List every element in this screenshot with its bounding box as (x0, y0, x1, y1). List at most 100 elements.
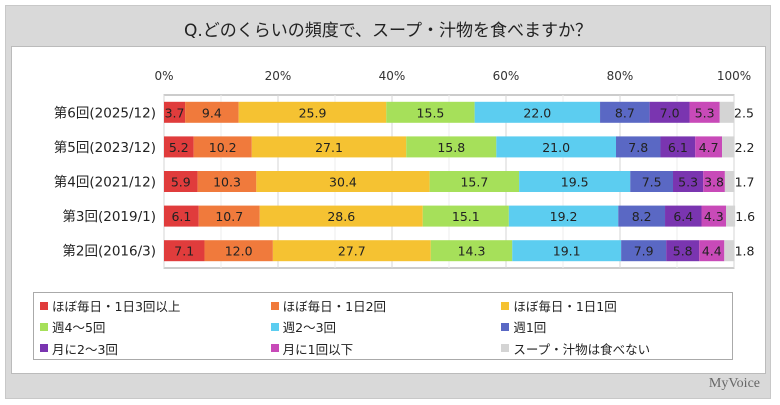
legend-swatch (270, 322, 279, 331)
data-label: 12.0 (225, 244, 253, 259)
data-label: 10.2 (209, 140, 237, 155)
legend-label: 週2～3回 (282, 320, 337, 336)
bar-segment (600, 101, 650, 123)
bar-segment (508, 205, 619, 227)
data-label: 6.1 (668, 140, 688, 155)
data-label: 5.8 (673, 244, 693, 259)
legend-label: スープ・汁物は食べない (513, 341, 651, 357)
bar-segment (719, 101, 734, 123)
x-tick-label: 60% (493, 69, 520, 83)
bar-segment (256, 171, 430, 192)
data-label: 15.8 (437, 140, 465, 155)
legend-swatch (501, 322, 510, 331)
data-label: 1.7 (735, 175, 755, 190)
data-label: 22.0 (523, 105, 551, 120)
legend-swatch (40, 322, 48, 331)
bar-segment (259, 205, 423, 227)
bar-segment (618, 205, 666, 227)
data-label: 15.1 (452, 209, 480, 224)
data-label: 3.7 (165, 105, 185, 120)
bar-segment (164, 101, 186, 123)
data-label: 27.1 (315, 140, 343, 155)
data-label: 7.8 (628, 140, 648, 155)
bar-segment (724, 240, 735, 262)
x-tick-label: 40% (379, 69, 406, 83)
data-label: 7.0 (660, 105, 680, 120)
bar-segment (701, 205, 727, 227)
data-label: 8.7 (615, 105, 635, 120)
data-label: 2.5 (734, 105, 754, 120)
legend-label: ほぼ毎日・1日2回 (282, 299, 387, 314)
data-label: 10.3 (213, 175, 241, 190)
bar-segment (197, 171, 257, 192)
data-label: 19.1 (553, 244, 581, 259)
data-label: 28.6 (327, 209, 355, 224)
legend-label: 月に2～3回 (52, 341, 118, 357)
bar-segment (164, 136, 194, 158)
legend-swatch (40, 301, 48, 310)
bar-segment (272, 240, 431, 262)
data-label: 2.2 (735, 140, 755, 155)
bar-segment (616, 136, 661, 158)
legend-item: ほぼ毎日・1日2回 (270, 295, 502, 316)
data-label: 7.5 (642, 175, 662, 190)
category-label: 第5回(2023/12) (54, 139, 156, 156)
data-label: 19.5 (561, 175, 589, 190)
data-label: 5.3 (695, 105, 715, 120)
legend-swatch (270, 301, 279, 310)
bar-segment (722, 136, 735, 158)
bar-segment (673, 171, 704, 192)
bar-segment (665, 205, 702, 227)
x-tick-label: 0% (154, 69, 173, 83)
legend-item: 週4～5回 (40, 316, 271, 337)
category-label: 第4回(2021/12) (54, 174, 156, 191)
legend-item: 月に2～3回 (40, 338, 271, 359)
data-label: 14.3 (458, 244, 486, 259)
myvoice-logo: MyVoice (708, 376, 760, 391)
legend-swatch (501, 301, 510, 310)
legend-swatch (501, 344, 510, 353)
bar-segment (193, 136, 252, 158)
data-label: 30.4 (329, 175, 357, 190)
legend-item: ほぼ毎日・1日3回以上 (40, 295, 271, 316)
bar-segment (164, 240, 205, 262)
data-label: 15.5 (417, 105, 445, 120)
bar-segment (689, 101, 720, 123)
bar-segment (726, 205, 736, 227)
data-label: 10.7 (215, 209, 243, 224)
legend-item: スープ・汁物は食べない (501, 338, 732, 359)
data-label: 7.9 (634, 244, 654, 259)
bar-segment (660, 136, 696, 158)
bar-segment (406, 136, 497, 158)
bar-segment (386, 101, 475, 123)
data-label: 1.6 (735, 209, 755, 224)
data-label: 5.9 (171, 175, 191, 190)
bar-segment (621, 240, 667, 262)
legend-item: 週2～3回 (270, 316, 502, 337)
chart-title: Q.どのくらいの頻度で、スープ・汁物を食べますか？ (183, 21, 593, 41)
bar-segment (238, 101, 387, 123)
category-label: 第2回(2016/3) (62, 243, 156, 260)
data-label: 4.3 (704, 209, 724, 224)
bar-segment (430, 240, 513, 262)
data-label: 15.7 (460, 175, 488, 190)
legend: ほぼ毎日・1日3回以上 ほぼ毎日・1日2回 ほぼ毎日・1日1回 週4～5回 週2～3回 週… (33, 292, 733, 360)
legend-swatch (270, 344, 279, 353)
data-label: 3.8 (704, 175, 724, 190)
bar-segment (519, 171, 631, 192)
data-label: 5.2 (169, 140, 189, 155)
data-label: 4.4 (702, 244, 722, 259)
data-label: 25.9 (299, 105, 327, 120)
legend-swatch (40, 344, 48, 353)
bar-segment (185, 101, 239, 123)
bar-segment (666, 240, 700, 262)
legend-label: ほぼ毎日・1日3回以上 (52, 299, 181, 314)
bar-segment (164, 171, 198, 192)
bar-segment (649, 101, 690, 123)
data-label: 27.7 (338, 244, 366, 259)
data-label: 6.4 (673, 209, 693, 224)
bar-segment (429, 171, 520, 192)
data-label: 8.2 (632, 209, 652, 224)
legend-label: 月に1回以下 (282, 341, 354, 357)
